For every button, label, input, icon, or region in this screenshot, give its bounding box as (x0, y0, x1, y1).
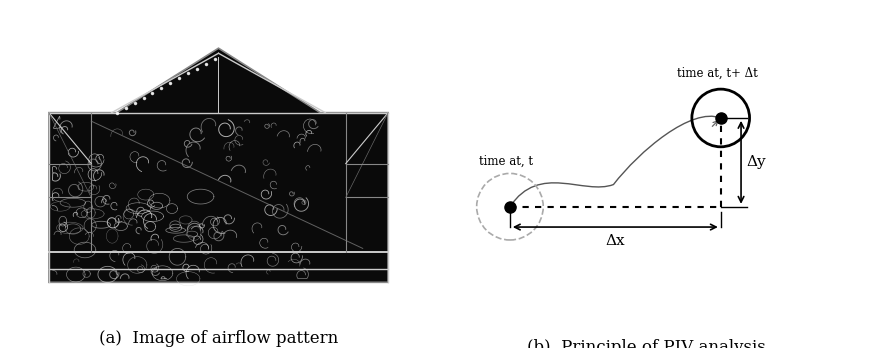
Text: time at, t: time at, t (479, 155, 532, 168)
Text: Δx: Δx (606, 234, 625, 248)
Text: (a)  Image of airflow pattern: (a) Image of airflow pattern (99, 330, 338, 347)
Polygon shape (49, 48, 388, 282)
Text: Δy: Δy (746, 155, 766, 169)
Text: (b)  Principle of PIV analysis: (b) Principle of PIV analysis (527, 339, 766, 348)
Text: time at, t+ Δt: time at, t+ Δt (676, 67, 758, 80)
